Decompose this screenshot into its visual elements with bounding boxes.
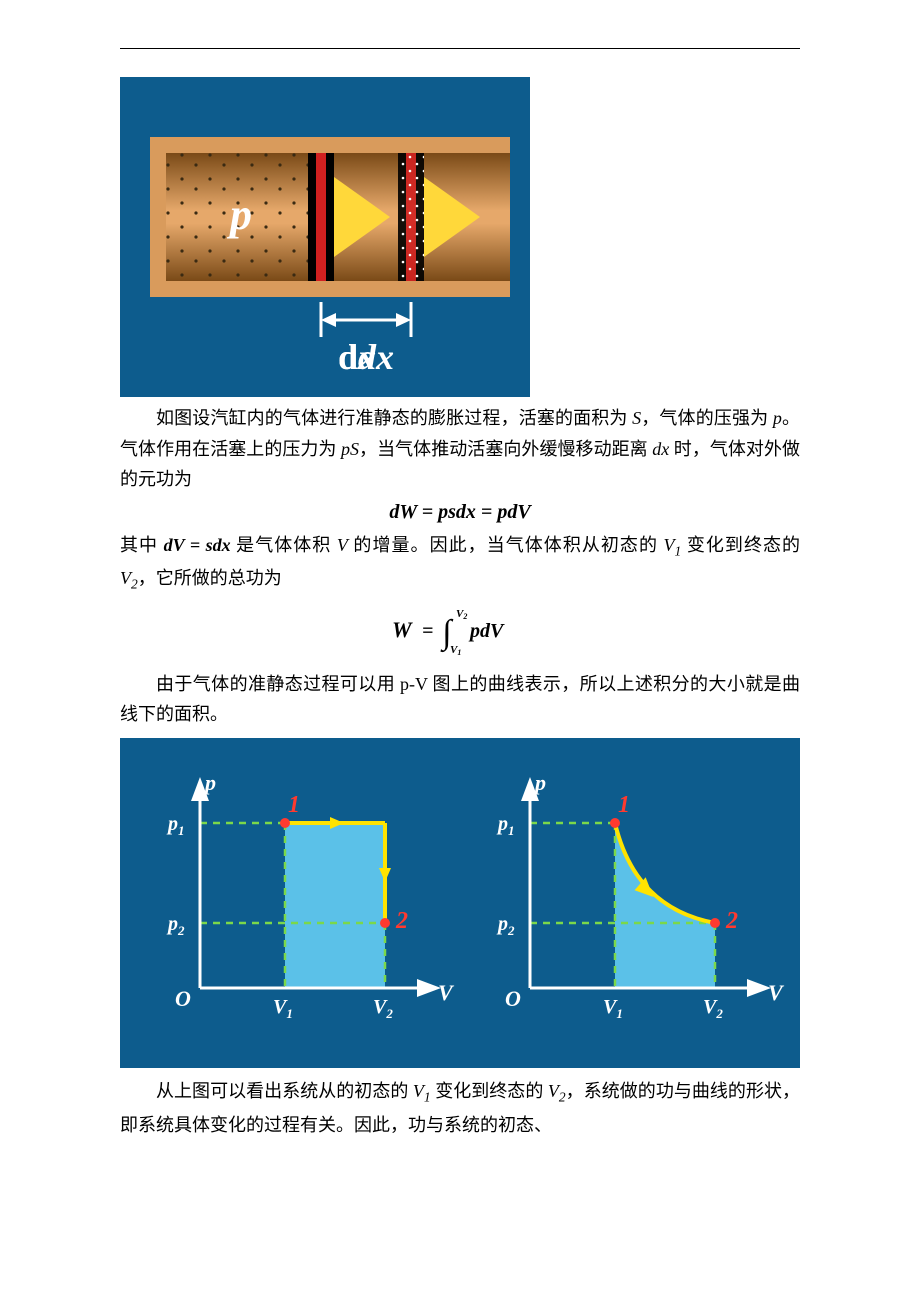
para1b: ，气体的压强为 [641,408,773,428]
svg-text:1: 1 [618,792,630,818]
svg-text:V: V [438,980,455,1005]
figure-pv-diagrams: p V O p1 p2 V1 V2 1 2 [120,738,800,1068]
svg-text:2: 2 [395,908,408,934]
para1d: ，当气体推动活塞向外缓慢移动距离 [359,439,652,459]
svg-text:dx: dx [338,337,376,377]
svg-text:V2: V2 [456,608,467,621]
paragraph-2: 其中 dV = sdx 是气体体积 V 的增量。因此，当气体体积从初态的 V1 … [120,530,800,597]
para2a: 其中 [120,535,164,555]
figure-cylinder: p ddx dx [120,77,530,397]
sym-V2: V [120,568,131,588]
svg-text:O: O [505,986,521,1011]
sym-pS: pS [341,439,359,459]
equation-2: W = ∫ V2 V1 pdV [120,603,800,663]
para2c: 的增量。因此，当气体体积从初态的 [348,535,664,555]
sym-V1b: V [413,1081,424,1101]
svg-text:O: O [175,986,191,1011]
para2b: 是气体体积 [231,535,337,555]
sym-V: V [337,535,348,555]
para2d: 变化到终态的 [681,535,800,555]
sym-S: S [632,408,641,428]
paragraph-4: 从上图可以看出系统从的初态的 V1 变化到终态的 V2，系统做的功与曲线的形状，… [120,1076,800,1140]
cylinder-svg: p ddx dx [120,77,530,397]
sym-V2b: V [548,1081,559,1101]
para4b: 变化到终态的 [431,1081,548,1101]
svg-text:2: 2 [725,908,738,934]
svg-text:pdV: pdV [468,620,505,642]
header-rule [120,48,800,49]
sym-V2b-sub: 2 [559,1090,566,1105]
sym-p: p [773,408,782,428]
sym-dx: dx [652,439,669,459]
para2e: ，它所做的总功为 [138,568,282,588]
sym-V1b-sub: 1 [424,1090,431,1105]
para4a: 从上图可以看出系统从的初态的 [156,1081,413,1101]
svg-text:=: = [422,620,433,642]
eq-inline-dV: dV = sdx [164,535,231,555]
page: p ddx dx 如图设汽缸内的气体进行准静态的膨胀过程，活塞的面积为 S，气体… [0,0,920,1194]
svg-text:p: p [533,770,546,795]
equation-2-svg: W = ∫ V2 V1 pdV [360,603,560,657]
para1a: 如图设汽缸内的气体进行准静态的膨胀过程，活塞的面积为 [156,408,632,428]
sym-V2-sub: 2 [131,577,138,592]
equation-1: dW = psdx = pdV [120,501,800,524]
svg-text:p: p [203,770,216,795]
svg-text:V1: V1 [450,644,461,657]
paragraph-3: 由于气体的准静态过程可以用 p-V 图上的曲线表示，所以上述积分的大小就是曲线下… [120,669,800,730]
pressure-label: p [226,190,252,239]
svg-text:W: W [392,617,413,642]
sym-V1: V [664,535,675,555]
pv-svg: p V O p1 p2 V1 V2 1 2 [120,738,800,1068]
svg-text:V: V [768,980,785,1005]
paragraph-1: 如图设汽缸内的气体进行准静态的膨胀过程，活塞的面积为 S，气体的压强为 p。气体… [120,403,800,495]
svg-text:1: 1 [288,792,300,818]
